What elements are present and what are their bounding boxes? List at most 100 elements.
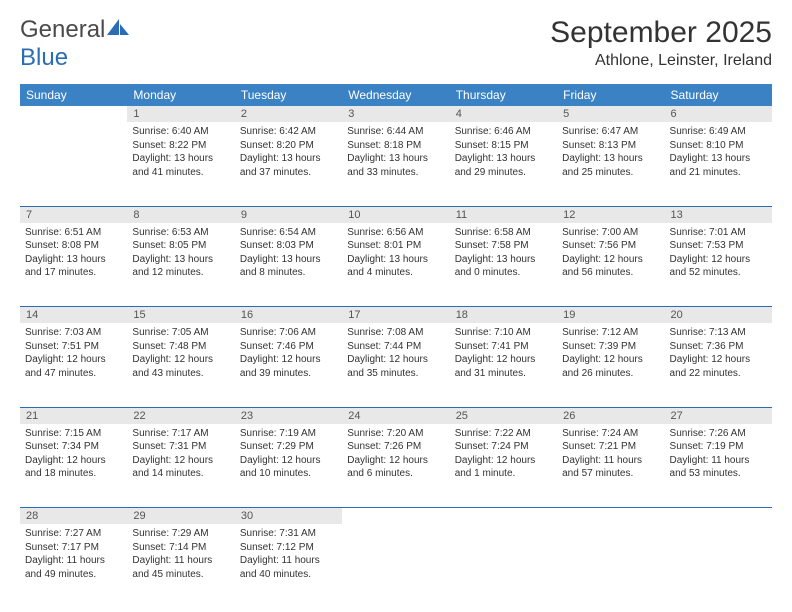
- day-cell: Sunrise: 7:00 AMSunset: 7:56 PMDaylight:…: [557, 223, 664, 307]
- day-cell: Sunrise: 7:26 AMSunset: 7:19 PMDaylight:…: [665, 424, 772, 508]
- sunrise-text: Sunrise: 7:27 AM: [25, 527, 122, 541]
- logo-text: General Blue: [20, 16, 129, 72]
- daylight-text: and 31 minutes.: [455, 367, 552, 381]
- sunrise-text: Sunrise: 7:00 AM: [562, 226, 659, 240]
- sunrise-text: Sunrise: 7:26 AM: [670, 427, 767, 441]
- daynum-row: 14151617181920: [20, 307, 772, 324]
- sunset-text: Sunset: 7:14 PM: [132, 541, 229, 555]
- day-cell: Sunrise: 7:08 AMSunset: 7:44 PMDaylight:…: [342, 323, 449, 407]
- day-number-cell: 17: [342, 307, 449, 324]
- day-cell: Sunrise: 6:40 AMSunset: 8:22 PMDaylight:…: [127, 122, 234, 206]
- daylight-text: Daylight: 11 hours: [132, 554, 229, 568]
- daylight-text: and 29 minutes.: [455, 166, 552, 180]
- sunrise-text: Sunrise: 6:47 AM: [562, 125, 659, 139]
- day-number-cell: 10: [342, 206, 449, 223]
- day-number-cell: [557, 508, 664, 525]
- daylight-text: and 6 minutes.: [347, 467, 444, 481]
- sunset-text: Sunset: 8:05 PM: [132, 239, 229, 253]
- day-cell: Sunrise: 7:27 AMSunset: 7:17 PMDaylight:…: [20, 524, 127, 608]
- sunset-text: Sunset: 7:17 PM: [25, 541, 122, 555]
- day-cell: [450, 524, 557, 608]
- sunrise-text: Sunrise: 6:46 AM: [455, 125, 552, 139]
- day-cell: Sunrise: 7:24 AMSunset: 7:21 PMDaylight:…: [557, 424, 664, 508]
- daylight-text: and 12 minutes.: [132, 266, 229, 280]
- day-number-cell: 16: [235, 307, 342, 324]
- day-cell: Sunrise: 7:22 AMSunset: 7:24 PMDaylight:…: [450, 424, 557, 508]
- day-cell: Sunrise: 7:31 AMSunset: 7:12 PMDaylight:…: [235, 524, 342, 608]
- day-number-cell: [342, 508, 449, 525]
- sunset-text: Sunset: 8:13 PM: [562, 139, 659, 153]
- day-number-cell: 8: [127, 206, 234, 223]
- daynum-row: 78910111213: [20, 206, 772, 223]
- day-number-cell: 5: [557, 106, 664, 122]
- sunset-text: Sunset: 7:24 PM: [455, 440, 552, 454]
- location: Athlone, Leinster, Ireland: [550, 52, 772, 70]
- sunset-text: Sunset: 7:41 PM: [455, 340, 552, 354]
- daylight-text: Daylight: 13 hours: [562, 152, 659, 166]
- day-number-cell: 7: [20, 206, 127, 223]
- daylight-text: Daylight: 12 hours: [25, 454, 122, 468]
- daylight-text: Daylight: 13 hours: [25, 253, 122, 267]
- daylight-text: and 40 minutes.: [240, 568, 337, 582]
- weekday-saturday: Saturday: [665, 84, 772, 106]
- day-number-cell: 24: [342, 407, 449, 424]
- week-row: Sunrise: 7:15 AMSunset: 7:34 PMDaylight:…: [20, 424, 772, 508]
- sunrise-text: Sunrise: 6:58 AM: [455, 226, 552, 240]
- day-number-cell: 6: [665, 106, 772, 122]
- week-row: Sunrise: 6:51 AMSunset: 8:08 PMDaylight:…: [20, 223, 772, 307]
- daylight-text: Daylight: 13 hours: [347, 152, 444, 166]
- day-cell: Sunrise: 7:29 AMSunset: 7:14 PMDaylight:…: [127, 524, 234, 608]
- weekday-wednesday: Wednesday: [342, 84, 449, 106]
- day-cell: [342, 524, 449, 608]
- sunset-text: Sunset: 7:31 PM: [132, 440, 229, 454]
- daylight-text: and 4 minutes.: [347, 266, 444, 280]
- daylight-text: and 43 minutes.: [132, 367, 229, 381]
- daylight-text: and 39 minutes.: [240, 367, 337, 381]
- daylight-text: Daylight: 12 hours: [562, 353, 659, 367]
- sunrise-text: Sunrise: 7:13 AM: [670, 326, 767, 340]
- daylight-text: and 33 minutes.: [347, 166, 444, 180]
- sunset-text: Sunset: 7:48 PM: [132, 340, 229, 354]
- day-cell: Sunrise: 7:20 AMSunset: 7:26 PMDaylight:…: [342, 424, 449, 508]
- day-number-cell: 3: [342, 106, 449, 122]
- sunset-text: Sunset: 7:58 PM: [455, 239, 552, 253]
- sunrise-text: Sunrise: 7:01 AM: [670, 226, 767, 240]
- day-number-cell: 22: [127, 407, 234, 424]
- daylight-text: and 35 minutes.: [347, 367, 444, 381]
- day-number-cell: 21: [20, 407, 127, 424]
- sunrise-text: Sunrise: 7:31 AM: [240, 527, 337, 541]
- day-cell: Sunrise: 7:15 AMSunset: 7:34 PMDaylight:…: [20, 424, 127, 508]
- sunset-text: Sunset: 7:53 PM: [670, 239, 767, 253]
- day-cell: Sunrise: 6:44 AMSunset: 8:18 PMDaylight:…: [342, 122, 449, 206]
- daylight-text: Daylight: 11 hours: [670, 454, 767, 468]
- week-row: Sunrise: 7:27 AMSunset: 7:17 PM Daylight:…: [20, 524, 772, 608]
- sunset-text: Sunset: 7:34 PM: [25, 440, 122, 454]
- day-cell: Sunrise: 7:03 AMSunset: 7:51 PMDaylight:…: [20, 323, 127, 407]
- weekday-monday: Monday: [127, 84, 234, 106]
- daylight-text: and 0 minutes.: [455, 266, 552, 280]
- sunset-text: Sunset: 8:08 PM: [25, 239, 122, 253]
- day-cell: Sunrise: 6:47 AMSunset: 8:13 PMDaylight:…: [557, 122, 664, 206]
- daylight-text: and 53 minutes.: [670, 467, 767, 481]
- title-block: September 2025 Athlone, Leinster, Irelan…: [550, 16, 772, 70]
- sunrise-text: Sunrise: 7:19 AM: [240, 427, 337, 441]
- sunset-text: Sunset: 7:29 PM: [240, 440, 337, 454]
- day-number-cell: 15: [127, 307, 234, 324]
- logo-word2: Blue: [20, 44, 68, 71]
- sunset-text: Sunset: 7:26 PM: [347, 440, 444, 454]
- calendar-body: 123456Sunrise: 6:40 AMSunset: 8:22 PMDay…: [20, 106, 772, 608]
- daylight-text: Daylight: 13 hours: [455, 152, 552, 166]
- sunrise-text: Sunrise: 6:51 AM: [25, 226, 122, 240]
- sunset-text: Sunset: 8:18 PM: [347, 139, 444, 153]
- header: General Blue September 2025 Athlone, Lei…: [20, 16, 772, 72]
- day-number-cell: 14: [20, 307, 127, 324]
- day-number-cell: 13: [665, 206, 772, 223]
- daylight-text: Daylight: 12 hours: [670, 253, 767, 267]
- daylight-text: and 52 minutes.: [670, 266, 767, 280]
- logo-word1: General: [20, 16, 105, 43]
- sunset-text: Sunset: 7:56 PM: [562, 239, 659, 253]
- daylight-text: Daylight: 13 hours: [132, 253, 229, 267]
- daylight-text: Daylight: 12 hours: [240, 353, 337, 367]
- daylight-text: and 26 minutes.: [562, 367, 659, 381]
- day-cell: Sunrise: 6:51 AMSunset: 8:08 PMDaylight:…: [20, 223, 127, 307]
